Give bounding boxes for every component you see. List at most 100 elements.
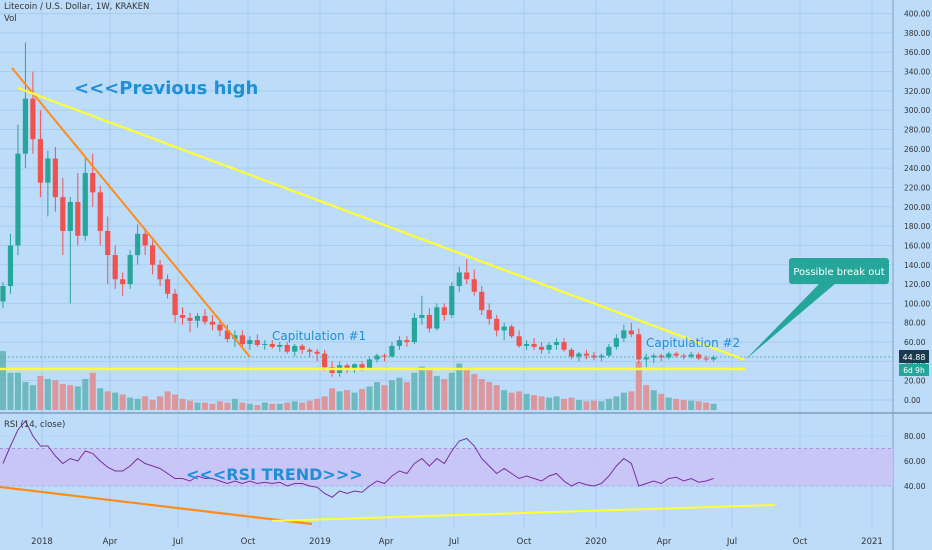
volume-bar [52, 380, 59, 410]
volume-bar [523, 393, 530, 410]
volume-bar [187, 400, 193, 410]
volume-bar [381, 385, 388, 410]
price-tick-label: 360.00 [904, 48, 930, 57]
trendline-orange [11, 67, 251, 358]
volume-bar [418, 366, 425, 410]
candle-body [105, 230, 111, 256]
volume-bar [583, 401, 590, 410]
candle-body [501, 326, 507, 331]
volume-bar [149, 400, 156, 410]
candle-body [187, 317, 193, 321]
candle-body [322, 353, 328, 368]
candle-body [658, 355, 664, 358]
volume-bar [269, 403, 276, 410]
candle-body [37, 139, 43, 183]
price-tick-label: 160.00 [904, 241, 930, 250]
price-tick-label: 320.00 [904, 87, 930, 96]
candle-body [576, 353, 582, 357]
volume-bar [403, 382, 410, 410]
candle-body [613, 338, 619, 347]
price-tick-label: 240.00 [904, 164, 930, 173]
volume-bar [374, 382, 380, 410]
countdown-label: 6d 9h [903, 366, 925, 375]
x-tick-label: Oct [793, 537, 808, 547]
candle-body [112, 255, 118, 280]
volume-bar [531, 395, 538, 410]
rsi-label: RSI (14, close) [4, 420, 66, 430]
candle-body [516, 336, 522, 346]
candle-body [142, 233, 148, 246]
x-tick-label: Jul [172, 537, 183, 547]
x-tick-label: 2019 [309, 537, 331, 547]
volume-bar [680, 400, 687, 410]
candle-body [314, 351, 320, 354]
volume-bar [276, 403, 283, 410]
volume-bar [142, 396, 149, 410]
volume-bar [224, 402, 231, 410]
x-tick-label: Oct [241, 537, 256, 547]
candle-body [60, 197, 66, 231]
volume-bar [471, 374, 478, 410]
candle-body [164, 279, 171, 294]
candle-body [194, 315, 201, 321]
volume-bar [216, 401, 223, 410]
volume-bar [329, 388, 336, 410]
candle-body [389, 345, 395, 357]
candle-body [404, 340, 410, 343]
previous-high-annotation: <<<Previous high [74, 78, 258, 99]
last-price-label: 44.88 [903, 353, 926, 362]
volume-bar [441, 379, 448, 410]
last-price-tag [899, 350, 929, 363]
candle-body [209, 321, 216, 325]
volume-bar [179, 398, 186, 410]
volume-bar [164, 391, 171, 410]
volume-bar [157, 396, 164, 410]
volume-bar [448, 372, 455, 410]
volume-bar [486, 382, 493, 410]
candle-body [651, 355, 657, 358]
candle-body [75, 201, 81, 236]
x-tick-label: Jul [726, 537, 737, 547]
rsi-trendline-orange [0, 485, 313, 526]
candle-body [553, 342, 560, 345]
candle-body [381, 355, 388, 357]
volume-bar [82, 379, 89, 410]
price-tick-label: 80.00 [904, 319, 926, 328]
callout-text: Possible break out [793, 267, 884, 278]
volume-bar [44, 379, 51, 410]
volume-bar [112, 392, 119, 410]
x-tick-label: Apr [103, 537, 118, 547]
candle-body [359, 364, 365, 369]
candle-body [524, 343, 530, 346]
candle-body [711, 357, 717, 360]
candle-body [307, 349, 313, 352]
volume-bar [306, 400, 313, 410]
candle-body [681, 355, 687, 357]
volume-bar [703, 402, 710, 410]
x-tick-label: Apr [379, 537, 394, 547]
volume-bar [643, 385, 650, 410]
candle-body [666, 353, 672, 358]
volume-bar [493, 385, 500, 410]
volume-bar [366, 386, 373, 410]
x-tick-label: 2020 [585, 537, 607, 547]
candle-body [434, 307, 440, 329]
candle-body [90, 172, 96, 193]
volume-bar [74, 386, 81, 410]
volume-bar [590, 400, 597, 410]
candle-body [15, 153, 21, 246]
volume-bar [553, 396, 560, 410]
volume-bar [201, 402, 208, 410]
candle-body [120, 279, 126, 285]
volume-bar [134, 398, 141, 410]
price-tick-label: 140.00 [904, 261, 930, 270]
volume-bar [546, 397, 553, 410]
volume-bar [246, 403, 253, 410]
candle-body [471, 279, 477, 292]
x-tick-label: 2021 [861, 537, 883, 547]
volume-bar [561, 398, 567, 410]
volume-bar [231, 398, 238, 410]
rsi-line [2, 420, 714, 498]
volume-bar [658, 393, 665, 410]
